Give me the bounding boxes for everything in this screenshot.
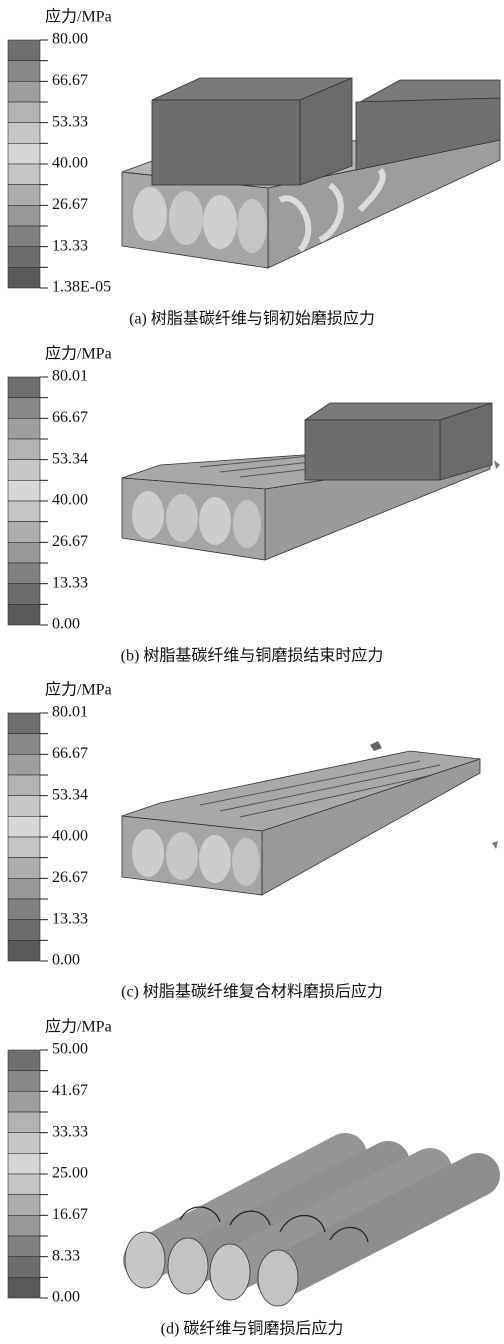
color-band <box>8 1133 40 1154</box>
tick-label: 53.33 <box>52 113 88 130</box>
color-band <box>8 1091 40 1112</box>
color-band <box>8 796 40 817</box>
tick-label: 8.33 <box>52 1247 80 1264</box>
color-band <box>8 61 40 82</box>
caption: (a) 树脂基碳纤维与铜初始磨损应力 <box>129 309 375 328</box>
color-band <box>8 1277 40 1298</box>
caption: (c) 树脂基碳纤维复合材料磨损后应力 <box>121 982 383 1001</box>
color-band <box>8 754 40 775</box>
tick-label: 16.67 <box>52 1206 88 1223</box>
color-band <box>8 1050 40 1071</box>
caption: (b) 树脂基碳纤维与铜磨损结束时应力 <box>121 646 384 665</box>
color-band <box>8 1174 40 1195</box>
color-band <box>8 247 40 268</box>
tick-label: 66.67 <box>52 745 88 762</box>
color-band <box>8 542 40 563</box>
color-band <box>8 460 40 481</box>
figure: 应力/MPa 80.00 66.67 53.33 40.00 26.67 13.33 1.38… <box>0 0 504 1344</box>
tick-label: 13.33 <box>52 574 88 591</box>
color-band <box>8 1257 40 1278</box>
color-band <box>8 522 40 543</box>
color-band <box>8 40 40 61</box>
model-render <box>122 78 500 268</box>
color-band <box>8 584 40 605</box>
model-render <box>122 403 500 560</box>
color-band <box>8 480 40 501</box>
tick-label: 53.34 <box>52 450 88 467</box>
color-band <box>8 1153 40 1174</box>
color-band <box>8 377 40 398</box>
tick-label: 25.00 <box>52 1165 88 1182</box>
tick-label: 40.00 <box>52 155 88 172</box>
color-band <box>8 439 40 460</box>
tick-label: 0.00 <box>52 1289 80 1306</box>
tick-label: 33.33 <box>52 1123 88 1140</box>
panel: 应力/MPa 50.00 41.67 33.33 25.00 16.67 8.33 0.00 (… <box>8 1017 478 1338</box>
color-band <box>8 1071 40 1092</box>
color-band <box>8 123 40 144</box>
tick-label: 26.67 <box>52 869 88 886</box>
model-render <box>122 741 498 895</box>
tick-label: 80.00 <box>52 31 88 48</box>
panel: 应力/MPa 80.00 66.67 53.33 40.00 26.67 13.33 1.38… <box>8 7 500 328</box>
panel: 应力/MPa 80.01 66.67 53.34 40.00 26.67 13.33 0.00… <box>8 344 500 665</box>
color-band <box>8 604 40 625</box>
color-band <box>8 398 40 419</box>
tick-label: 80.01 <box>52 704 88 721</box>
tick-label: 40.00 <box>52 492 88 509</box>
tick-label: 0.00 <box>52 952 80 969</box>
color-band <box>8 878 40 899</box>
legend-title: 应力/MPa <box>45 680 112 699</box>
tick-label: 26.67 <box>52 196 88 213</box>
color-band <box>8 920 40 941</box>
tick-label: 26.67 <box>52 533 88 550</box>
color-band <box>8 1215 40 1236</box>
color-band <box>8 226 40 247</box>
color-band <box>8 267 40 288</box>
tick-label: 0.00 <box>52 616 80 633</box>
color-band <box>8 143 40 164</box>
color-band <box>8 734 40 755</box>
tick-label: 66.67 <box>52 409 88 426</box>
color-band <box>8 563 40 584</box>
tick-label: 50.00 <box>52 1041 88 1058</box>
color-band <box>8 102 40 123</box>
panel: 应力/MPa 80.01 66.67 53.34 40.00 26.67 13.33 0.00… <box>8 680 498 1001</box>
tick-label: 1.38E-05 <box>52 279 111 296</box>
model-render <box>125 1155 478 1306</box>
color-band <box>8 205 40 226</box>
tick-label: 13.33 <box>52 910 88 927</box>
caption: (d) 碳纤维与铜磨损后应力 <box>161 1319 344 1338</box>
legend-title: 应力/MPa <box>45 344 112 363</box>
color-band <box>8 858 40 879</box>
color-band <box>8 713 40 734</box>
tick-label: 41.67 <box>52 1082 88 1099</box>
color-band <box>8 1195 40 1216</box>
color-band <box>8 185 40 206</box>
color-band <box>8 775 40 796</box>
color-band <box>8 1112 40 1133</box>
tick-label: 40.00 <box>52 828 88 845</box>
legend-title: 应力/MPa <box>45 1017 112 1036</box>
color-band <box>8 837 40 858</box>
color-band <box>8 501 40 522</box>
tick-label: 53.34 <box>52 786 88 803</box>
tick-label: 13.33 <box>52 237 88 254</box>
color-band <box>8 418 40 439</box>
legend-title: 应力/MPa <box>45 7 112 26</box>
color-band <box>8 81 40 102</box>
color-band <box>8 164 40 185</box>
color-band <box>8 816 40 837</box>
tick-label: 80.01 <box>52 368 88 385</box>
tick-label: 66.67 <box>52 72 88 89</box>
color-band <box>8 1236 40 1257</box>
color-band <box>8 940 40 961</box>
color-band <box>8 899 40 920</box>
